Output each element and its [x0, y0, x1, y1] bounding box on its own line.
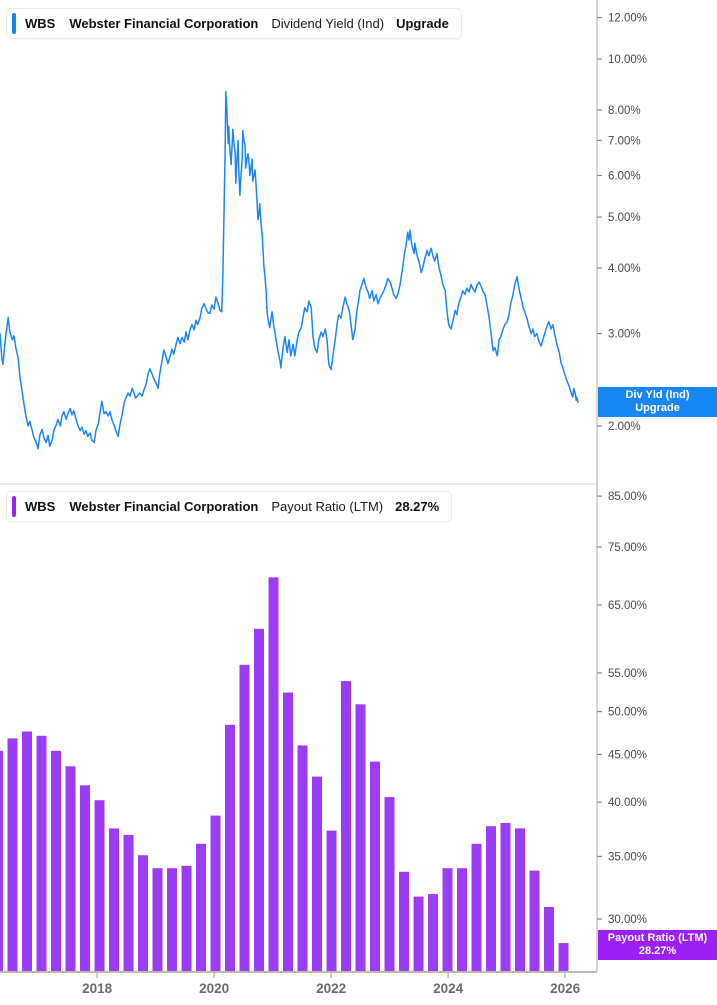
- axis-flag-line2: 28.27%: [638, 945, 677, 957]
- payout-ratio-bar: [196, 843, 206, 972]
- axis-flag-div-yld[interactable]: Div Yld (Ind) Upgrade: [598, 387, 717, 417]
- company-name: Webster Financial Corporation: [69, 499, 259, 514]
- upgrade-link[interactable]: Upgrade: [396, 16, 449, 31]
- y-axis-label: 5.00%: [608, 212, 641, 224]
- y-axis-label: 45.00%: [608, 749, 647, 761]
- payout-ratio-bar: [181, 865, 192, 972]
- y-axis-label: 2.00%: [608, 421, 641, 433]
- metric-name-payout-ratio: Payout Ratio (LTM): [271, 499, 384, 514]
- payout-ratio-bar: [312, 776, 322, 972]
- payout-ratio-bar: [109, 828, 119, 972]
- axis-flag-line2: Upgrade: [635, 402, 680, 414]
- payout-ratio-bar: [65, 766, 76, 972]
- axis-flag-line1: Div Yld (Ind): [625, 388, 690, 401]
- company-name: Webster Financial Corporation: [69, 16, 259, 31]
- payout-ratio-bar: [399, 871, 409, 972]
- y-axis-label: 30.00%: [608, 914, 647, 926]
- payout-ratio-bar: [384, 797, 395, 972]
- payout-ratio-bar: [558, 943, 569, 972]
- payout-ratio-bar: [471, 843, 482, 972]
- payout-ratio-bar: [210, 815, 221, 972]
- payout-ratio-bar: [254, 628, 264, 972]
- payout-ratio-bar: [152, 868, 163, 972]
- x-axis-label: 2026: [550, 981, 581, 996]
- y-axis-label: 12.00%: [608, 13, 647, 25]
- y-axis-label: 10.00%: [608, 54, 647, 66]
- metric-name-dividend-yield: Dividend Yield (Ind): [271, 16, 385, 31]
- y-axis-label: 55.00%: [608, 668, 647, 680]
- ticker-label: WBS: [25, 16, 56, 31]
- y-axis-label: 4.00%: [608, 263, 641, 275]
- payout-ratio-current-value: 28.27%: [395, 499, 440, 514]
- payout-ratio-bar: [268, 577, 279, 972]
- y-axis-label: 7.00%: [608, 135, 641, 147]
- x-axis-label: 2020: [199, 981, 229, 996]
- y-axis-label: 50.00%: [608, 707, 647, 719]
- payout-ratio-bar: [7, 738, 18, 972]
- payout-ratio-bar: [326, 830, 337, 972]
- x-axis-label: 2022: [316, 981, 346, 996]
- payout-ratio-bar: [283, 692, 293, 972]
- y-axis-label: 35.00%: [608, 851, 647, 863]
- payout-ratio-bar: [500, 823, 511, 972]
- payout-ratio-bar: [413, 896, 424, 972]
- x-axis-label: 2018: [82, 981, 113, 996]
- payout-ratio-bar: [51, 750, 61, 972]
- legend-chip-payout-ratio: WBS Webster Financial Corporation Payout…: [6, 491, 453, 522]
- dividend-yield-line: [0, 91, 579, 450]
- payout-ratio-bar: [80, 785, 90, 972]
- y-axis-label: 85.00%: [608, 491, 647, 503]
- y-axis-label: 65.00%: [608, 600, 647, 612]
- axis-flag-line1: Payout Ratio (LTM): [607, 931, 708, 944]
- y-axis-label: 40.00%: [608, 797, 647, 809]
- legend-chip-dividend-yield: WBS Webster Financial Corporation Divide…: [6, 8, 462, 39]
- payout-ratio-bar: [0, 750, 3, 972]
- payout-ratio-bar: [341, 681, 351, 972]
- payout-ratio-bar: [123, 834, 134, 972]
- payout-ratio-bar: [22, 731, 32, 972]
- y-axis-label: 6.00%: [608, 171, 641, 183]
- payout-ratio-bar: [297, 745, 308, 972]
- payout-ratio-bar: [486, 826, 496, 972]
- payout-ratio-bar: [544, 907, 554, 972]
- payout-ratio-bar: [225, 724, 235, 972]
- payout-ratio-bar: [36, 735, 47, 972]
- y-axis-label: 75.00%: [608, 542, 647, 554]
- axis-flag-payout-ratio[interactable]: Payout Ratio (LTM) 28.27%: [598, 930, 717, 960]
- payout-ratio-bar: [428, 894, 438, 972]
- payout-ratio-bar: [355, 704, 366, 972]
- payout-ratio-bar: [167, 868, 177, 972]
- payout-ratio-bar: [94, 800, 105, 972]
- payout-ratio-bar: [138, 855, 148, 972]
- payout-ratio-bar: [370, 761, 380, 972]
- series-color-bar-blue: [12, 13, 16, 34]
- x-axis-label: 2024: [433, 981, 464, 996]
- payout-ratio-bar: [239, 664, 250, 972]
- payout-ratio-bar: [515, 828, 525, 972]
- y-axis-label: 8.00%: [608, 105, 641, 117]
- payout-ratio-bar: [529, 870, 540, 972]
- payout-ratio-bar: [457, 868, 467, 972]
- y-axis-label: 3.00%: [608, 329, 641, 341]
- ticker-label: WBS: [25, 499, 56, 514]
- series-color-bar-purple: [12, 496, 16, 517]
- payout-ratio-bar: [442, 868, 453, 972]
